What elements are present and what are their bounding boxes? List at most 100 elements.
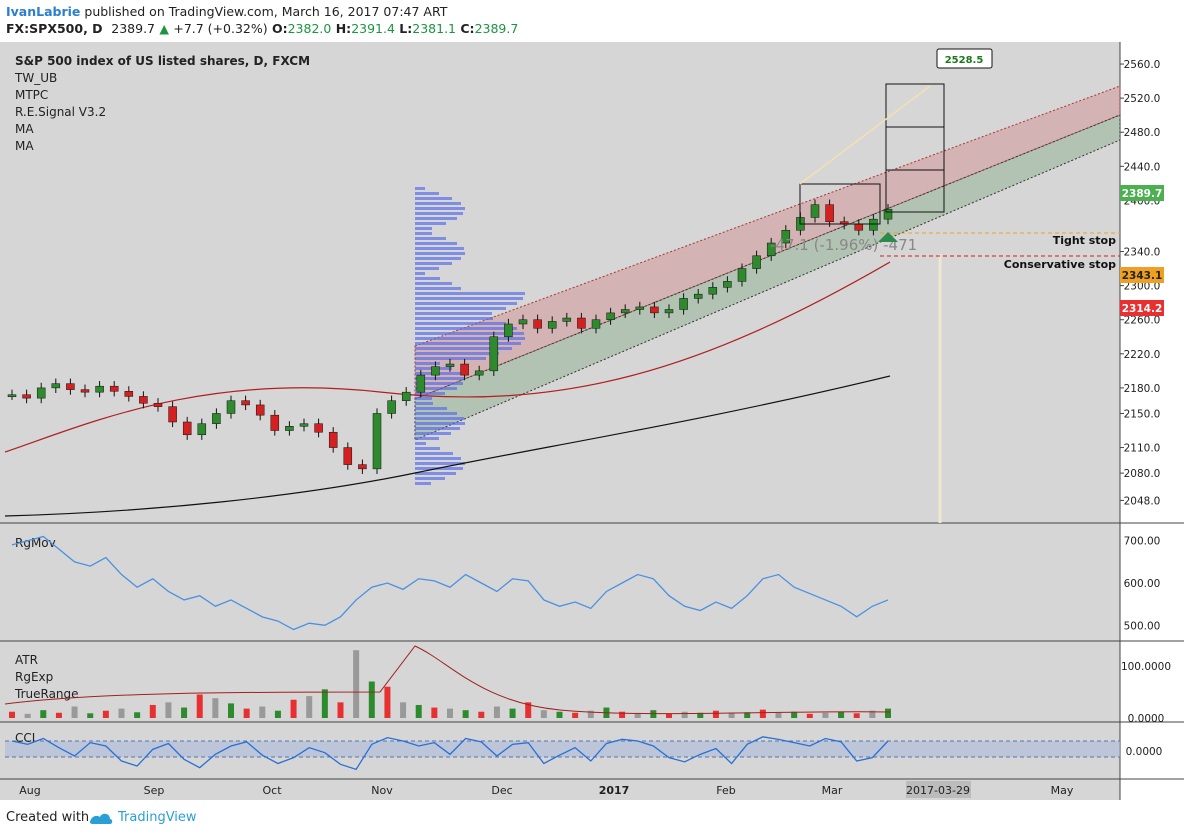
candle[interactable] (562, 317, 572, 322)
tradingview-link[interactable]: TradingView (118, 810, 197, 825)
candle[interactable] (650, 306, 659, 314)
atr-bar (134, 712, 141, 718)
candle[interactable] (460, 363, 469, 376)
candle[interactable] (226, 400, 236, 414)
candle[interactable] (781, 229, 791, 244)
candle[interactable] (401, 391, 411, 401)
candle[interactable] (708, 287, 718, 295)
candle[interactable] (474, 370, 484, 376)
volume-profile-bar (415, 377, 465, 380)
candle[interactable] (679, 298, 688, 310)
candle[interactable] (314, 423, 323, 433)
header-bar: IvanLabrie published on TradingView.com,… (0, 0, 1184, 42)
atr-bar (415, 704, 422, 718)
candle[interactable] (416, 374, 426, 393)
candle[interactable] (883, 208, 893, 220)
atr-bar (368, 681, 375, 718)
candle[interactable] (533, 319, 542, 329)
candle[interactable] (518, 319, 528, 325)
chart-area[interactable]: 2528.5 Tight stop Conservative stop -47.… (0, 42, 1184, 800)
candle[interactable] (299, 423, 309, 427)
candle[interactable] (197, 423, 207, 436)
candle[interactable] (431, 366, 440, 376)
candle[interactable] (372, 413, 382, 470)
candle[interactable] (212, 413, 221, 424)
candle[interactable] (693, 293, 703, 299)
author-link[interactable]: IvanLabrie (6, 4, 81, 19)
candle[interactable] (139, 396, 148, 404)
volume-profile-bar (415, 482, 431, 485)
atr-bar (712, 710, 719, 718)
candle[interactable] (752, 255, 761, 269)
candle[interactable] (387, 400, 396, 414)
candle[interactable] (241, 400, 250, 406)
time-axis-label: 2017 (599, 784, 630, 797)
atr-bar (822, 712, 829, 718)
volume-profile-bar (415, 412, 457, 415)
price-axis[interactable]: 2560.02520.02480.02440.02400.02340.02300… (1120, 59, 1160, 507)
candle[interactable] (255, 404, 265, 416)
candle[interactable] (737, 268, 747, 282)
volume-profile-bar (415, 297, 523, 300)
candle[interactable] (124, 391, 134, 397)
time-axis-label: May (1051, 784, 1074, 797)
atr-bar (87, 713, 94, 718)
candle[interactable] (577, 317, 586, 329)
candle[interactable] (285, 426, 294, 431)
candle[interactable] (168, 406, 177, 423)
candle[interactable] (7, 394, 17, 397)
ma-black-line (4, 375, 891, 517)
volume-profile-bar (415, 452, 453, 455)
candle[interactable] (51, 383, 61, 389)
volume-profile-bar (415, 222, 446, 225)
candle[interactable] (182, 421, 192, 436)
candle[interactable] (766, 242, 776, 257)
candle[interactable] (606, 312, 615, 320)
ma-fast-tag-text: 2343.1 (1122, 270, 1163, 282)
candle[interactable] (109, 385, 119, 392)
price-tick-label: 2520.0 (1124, 93, 1161, 105)
rgexp-label: RgExp (15, 670, 53, 684)
measure-label: -47.1 (-1.96%) -471 (770, 236, 917, 254)
candle[interactable] (635, 306, 645, 310)
candle[interactable] (153, 402, 163, 407)
candle[interactable] (445, 363, 455, 367)
volume-profile-bar (415, 352, 499, 355)
atr-bar (509, 708, 516, 718)
atr-bar (71, 706, 78, 718)
symbol-label: FX:SPX500, D (6, 21, 103, 36)
candle[interactable] (489, 336, 499, 372)
atr-bar (587, 710, 594, 718)
rgmov-axis: 700.00 600.00 500.00 (1124, 536, 1161, 633)
price-tick-label: 2080.0 (1124, 468, 1161, 480)
candle[interactable] (36, 387, 46, 399)
candle[interactable] (723, 281, 732, 288)
time-axis[interactable]: Aug Sep Oct Nov Dec 2017 Feb Mar May (19, 784, 1074, 797)
candle[interactable] (547, 321, 557, 329)
atr-bar (806, 713, 813, 718)
atr-bar (697, 712, 704, 718)
candle[interactable] (95, 385, 104, 393)
candle[interactable] (664, 309, 674, 314)
cci-band (5, 741, 1120, 757)
candle[interactable] (270, 414, 280, 431)
candle[interactable] (80, 389, 90, 393)
volume-profile-bar (415, 347, 512, 350)
projection-line (799, 85, 931, 185)
candle[interactable] (810, 204, 820, 218)
candle[interactable] (358, 464, 367, 470)
candle[interactable] (22, 394, 31, 399)
candle[interactable] (869, 218, 878, 231)
signal-arrow-icon (878, 232, 898, 242)
candle[interactable] (328, 431, 338, 448)
candle[interactable] (854, 224, 864, 231)
candle[interactable] (825, 204, 834, 222)
candle[interactable] (504, 323, 513, 338)
candle[interactable] (66, 383, 75, 390)
volume-profile-bar (415, 287, 461, 290)
candle[interactable] (620, 309, 630, 314)
rgmov-line (11, 535, 889, 631)
candle[interactable] (343, 447, 353, 465)
time-axis-label: Sep (144, 784, 165, 797)
candle[interactable] (591, 319, 601, 329)
